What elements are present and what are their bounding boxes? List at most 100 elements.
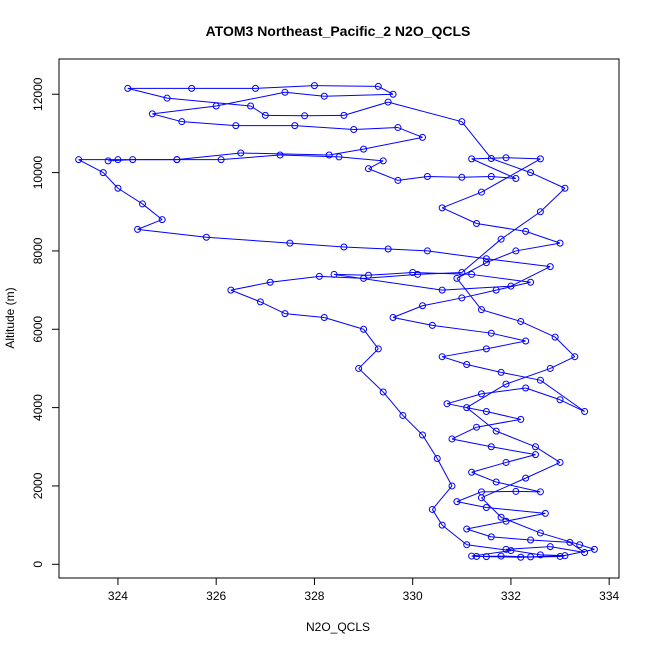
series-segment xyxy=(363,136,423,150)
data-point xyxy=(556,458,564,466)
data-point xyxy=(419,431,427,439)
series-segment xyxy=(284,91,325,97)
y-tick-label: 2000 xyxy=(31,472,45,499)
series-segment xyxy=(353,127,398,131)
data-point xyxy=(581,549,589,557)
data-point xyxy=(468,468,476,476)
data-point xyxy=(114,156,122,164)
series-segment xyxy=(510,266,551,287)
data-point xyxy=(364,271,372,279)
x-axis: 324 326 328 330 332 334 xyxy=(108,577,620,603)
data-point xyxy=(340,243,348,251)
series-segment xyxy=(343,101,389,116)
series-segment xyxy=(461,121,492,159)
data-point xyxy=(330,270,338,278)
series-segment xyxy=(491,536,531,541)
chart-title: ATOM3 Northeast_Pacific_2 N2O_QCLS xyxy=(206,23,471,39)
data-point xyxy=(482,408,490,416)
series-segment xyxy=(441,207,477,224)
data-point xyxy=(217,156,225,164)
series-points xyxy=(75,82,598,561)
series-segment xyxy=(422,434,438,459)
series-segment xyxy=(486,250,517,264)
data-point xyxy=(517,415,525,423)
data-point xyxy=(541,509,549,517)
data-point xyxy=(556,552,564,560)
data-point xyxy=(320,92,328,100)
series-segment xyxy=(481,158,541,193)
data-point xyxy=(507,282,515,290)
data-point xyxy=(482,255,490,263)
x-tick-label: 330 xyxy=(403,589,423,603)
series-segment xyxy=(417,271,462,275)
x-tick-label: 324 xyxy=(108,589,128,603)
data-point xyxy=(463,404,471,412)
series-segment xyxy=(520,320,556,338)
data-point xyxy=(448,435,456,443)
data-point xyxy=(124,84,132,92)
data-point xyxy=(492,286,500,294)
series-segment xyxy=(181,121,236,127)
data-point xyxy=(487,173,495,181)
plot-frame xyxy=(58,58,620,579)
series-segment xyxy=(466,544,511,552)
series-segment xyxy=(506,157,541,160)
series-segment xyxy=(491,158,531,174)
data-point xyxy=(458,118,466,126)
data-point xyxy=(468,552,476,560)
data-point xyxy=(517,317,525,325)
series-segment xyxy=(397,176,428,181)
series-segment xyxy=(402,415,423,436)
series-segment xyxy=(500,516,541,534)
data-point xyxy=(497,235,505,243)
data-point xyxy=(531,443,539,451)
data-point xyxy=(139,200,147,208)
data-point xyxy=(531,451,539,459)
data-point xyxy=(384,98,392,106)
series-segment xyxy=(535,446,561,463)
data-point xyxy=(463,525,471,533)
data-point xyxy=(286,239,294,247)
series-segment xyxy=(432,324,492,334)
data-point xyxy=(477,188,485,196)
y-tick-label: 10000 xyxy=(31,156,45,190)
data-point xyxy=(453,274,461,282)
series-segment xyxy=(496,430,536,448)
data-point xyxy=(428,321,436,329)
data-point xyxy=(497,513,505,521)
data-point xyxy=(202,233,210,241)
series-segment xyxy=(481,477,526,499)
data-point xyxy=(487,329,495,337)
series-segment xyxy=(505,548,541,556)
series-segment xyxy=(240,152,330,156)
series-segment xyxy=(442,348,487,358)
series-segment xyxy=(550,356,576,369)
series-segment xyxy=(471,471,497,483)
series-segment xyxy=(540,379,585,412)
data-point xyxy=(414,270,422,278)
series-segment xyxy=(466,528,492,538)
data-point xyxy=(158,216,166,224)
y-tick-label: 6000 xyxy=(31,316,45,343)
series-segment xyxy=(505,367,551,385)
data-point xyxy=(291,122,299,130)
data-point xyxy=(379,157,387,165)
data-point xyxy=(419,302,427,310)
series-segment xyxy=(446,393,482,405)
series-segment xyxy=(294,125,354,131)
data-point xyxy=(536,488,544,496)
data-point xyxy=(438,204,446,212)
series-segment xyxy=(343,246,389,250)
series-segment xyxy=(476,223,526,232)
series-segment xyxy=(280,154,340,158)
data-point xyxy=(256,298,264,306)
series-segment xyxy=(442,356,467,366)
series-segment xyxy=(260,301,286,315)
series-segment xyxy=(230,289,261,303)
data-point xyxy=(178,118,186,126)
series-segment xyxy=(334,273,443,291)
data-point xyxy=(502,154,510,162)
data-point xyxy=(188,84,196,92)
data-point xyxy=(163,94,171,102)
data-point xyxy=(502,545,510,553)
